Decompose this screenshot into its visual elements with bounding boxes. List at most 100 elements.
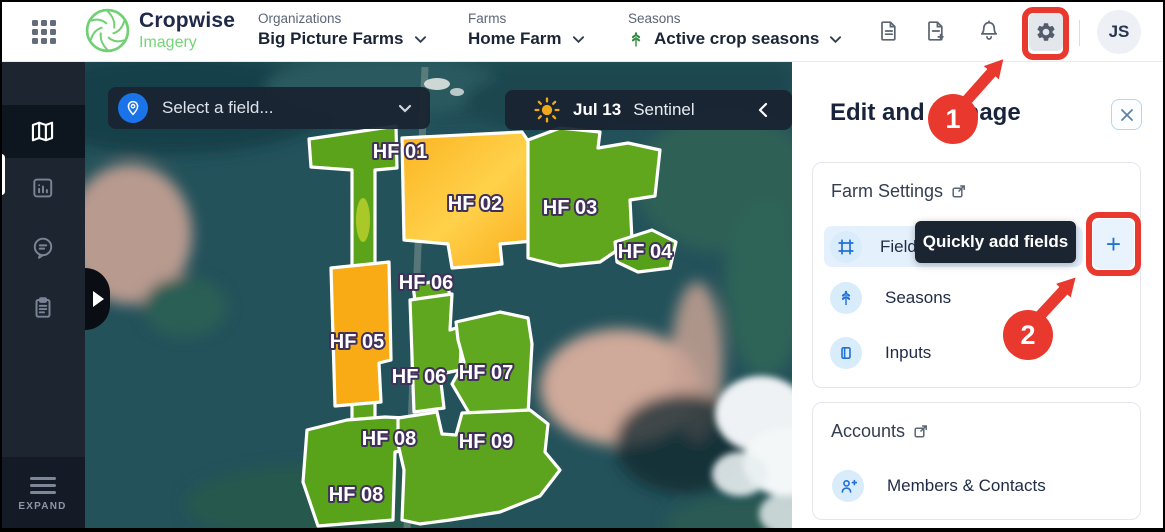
notifications-button[interactable]	[977, 19, 1001, 48]
sidebar-item-tasks[interactable]	[0, 282, 85, 334]
report-button[interactable]	[877, 19, 901, 48]
field-label: HF 06	[392, 366, 446, 388]
farm-settings-title: Farm Settings	[831, 181, 944, 201]
field-label: HF 08	[329, 484, 383, 506]
sidebar-item-analytics[interactable]	[0, 162, 85, 214]
active-indicator	[0, 154, 5, 195]
field-hf01-patch	[356, 198, 370, 242]
divider	[1079, 20, 1080, 46]
annotation-highlight-2: +	[1086, 212, 1141, 276]
panel-title: Edit and Manage	[830, 99, 1021, 126]
organization-label: Organizations	[258, 11, 342, 26]
select-field-dropdown[interactable]: Select a field...	[108, 87, 430, 129]
accounts-title: Accounts	[831, 421, 906, 441]
field-label: HF 05	[330, 331, 384, 353]
menu-item-members-contacts[interactable]: Members & Contacts	[832, 470, 1046, 502]
chevron-down-icon	[830, 35, 842, 43]
annotation-step-2: 2	[1003, 310, 1053, 360]
season-selector[interactable]: Seasons Active crop seasons	[628, 11, 842, 49]
field-hf05[interactable]	[329, 260, 393, 408]
accounts-header[interactable]: Accounts	[831, 421, 928, 442]
farm-selector[interactable]: Farms Home Farm	[468, 11, 585, 49]
app-launcher-icon[interactable]	[32, 20, 56, 44]
create-report-button[interactable]	[924, 19, 948, 48]
sidebar-item-map[interactable]	[0, 105, 85, 195]
map-icon	[0, 105, 85, 158]
bell-icon	[980, 20, 998, 40]
close-icon	[1120, 108, 1133, 121]
sidebar-item-notes[interactable]	[0, 222, 85, 274]
season-value: Active crop seasons	[654, 29, 820, 48]
top-bar: Cropwise Imagery Organizations Big Pictu…	[0, 0, 1165, 62]
field-hf04[interactable]	[613, 228, 678, 274]
select-field-placeholder: Select a field...	[162, 98, 274, 117]
imagery-date: Jul 13	[573, 100, 622, 119]
farm-settings-card: Farm Settings Fields Quickly add fields …	[812, 162, 1141, 388]
imagery-source: Sentinel	[633, 100, 695, 119]
field-label: HF 07	[459, 362, 513, 384]
sun-icon	[534, 97, 560, 123]
wheat-icon	[631, 31, 641, 46]
buildings	[424, 78, 450, 90]
document-add-icon	[928, 21, 944, 41]
farm-settings-header[interactable]: Farm Settings	[831, 181, 966, 202]
field-hf09[interactable]	[396, 408, 562, 526]
satellite-map: HF 01 HF 02 HF 03 HF 04 HF 05 HF 06 HF 0…	[85, 62, 792, 532]
close-panel-button[interactable]	[1111, 99, 1142, 130]
field-label: HF 03	[543, 197, 597, 219]
chevron-down-icon	[414, 35, 426, 43]
farm-value: Home Farm	[468, 29, 562, 48]
clipboard-icon	[35, 297, 50, 318]
buildings	[450, 88, 464, 96]
imagery-date-bar[interactable]: Jul 13 Sentinel	[505, 90, 792, 130]
field-label: HF 08	[362, 428, 416, 450]
sidebar-expand-button[interactable]: EXPAND	[0, 457, 85, 532]
organization-selector[interactable]: Organizations Big Picture Farms	[258, 11, 427, 49]
edit-manage-panel: Edit and Manage Farm Settings Fields Qui…	[792, 62, 1165, 532]
location-pin-icon	[118, 93, 148, 123]
comment-icon	[33, 237, 52, 259]
cropwise-aperture-icon	[85, 8, 130, 53]
farm-label: Farms	[468, 11, 507, 26]
annotation-highlight-1	[1022, 7, 1069, 60]
field-hf03[interactable]	[526, 126, 662, 268]
expand-label: EXPAND	[18, 501, 67, 512]
brand-logo[interactable]: Cropwise Imagery	[84, 7, 235, 54]
left-sidebar: EXPAND	[0, 62, 85, 532]
chevron-left-icon[interactable]	[758, 102, 768, 118]
seasons-icon	[830, 282, 862, 314]
season-label: Seasons	[628, 11, 681, 26]
play-arrow-icon	[93, 291, 104, 307]
annotation-step-1: 1	[928, 94, 978, 144]
chevron-down-icon	[572, 35, 584, 43]
clouds	[712, 376, 792, 532]
user-avatar[interactable]: JS	[1097, 10, 1141, 54]
member-add-icon	[832, 470, 864, 502]
seasons-label: Seasons	[885, 288, 952, 307]
menu-item-inputs[interactable]: Inputs	[830, 337, 931, 369]
document-icon	[881, 21, 896, 41]
field-labels: HF 01 HF 02 HF 03 HF 04 HF 05 HF 06 HF 0…	[327, 139, 675, 508]
field-label: HF 02	[448, 193, 502, 215]
field-polygons	[301, 124, 678, 528]
inputs-label: Inputs	[885, 343, 932, 362]
inputs-icon	[830, 337, 862, 369]
menu-item-seasons[interactable]: Seasons	[830, 282, 951, 314]
quick-add-tooltip: Quickly add fields	[915, 221, 1076, 263]
settings-button[interactable]	[1029, 13, 1063, 51]
field-label: HF 04	[618, 241, 673, 263]
field-label: HF 06	[399, 272, 453, 294]
organization-value: Big Picture Farms	[258, 29, 404, 48]
fields-label: Fields	[880, 236, 926, 256]
external-link-icon	[952, 185, 965, 198]
members-contacts-label: Members & Contacts	[887, 476, 1046, 495]
gear-icon	[1037, 23, 1055, 41]
map-canvas[interactable]: HF 01 HF 02 HF 03 HF 04 HF 05 HF 06 HF 0…	[85, 62, 792, 532]
field-label: HF 01	[373, 141, 427, 163]
accounts-card: Accounts Members & Contacts	[812, 402, 1141, 520]
chart-icon	[32, 178, 52, 198]
field-label: HF 09	[459, 431, 513, 453]
add-fields-button[interactable]: +	[1093, 219, 1134, 269]
brand-subname: Imagery	[139, 34, 197, 51]
